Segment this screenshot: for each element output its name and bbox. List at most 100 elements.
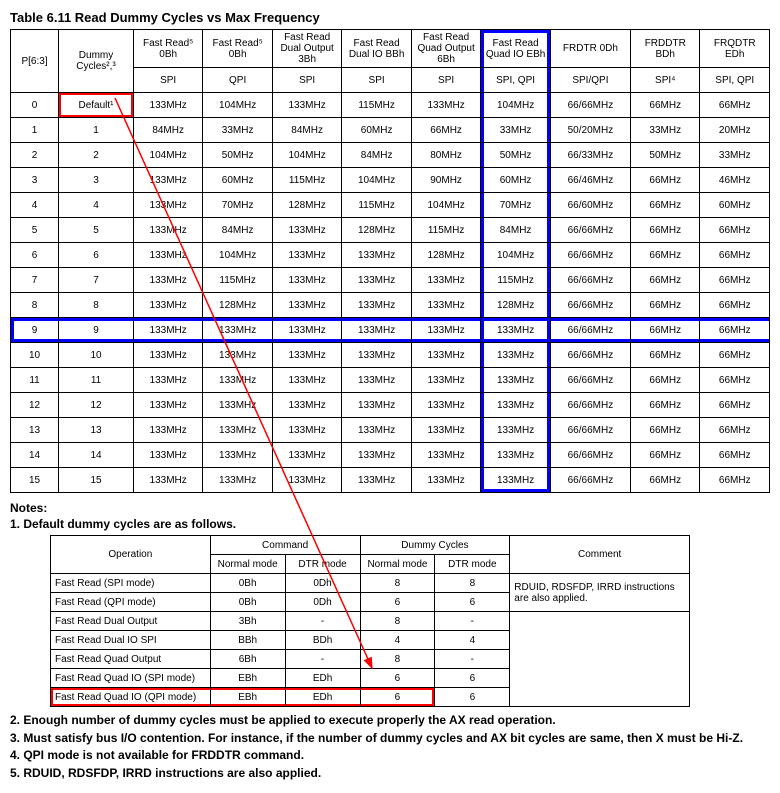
sub-comment-cell xyxy=(510,612,690,707)
sub-data-cell: Fast Read Quad Output xyxy=(51,650,211,669)
main-data-cell: 133MHz xyxy=(133,418,202,443)
sub-data-cell: Fast Read Dual IO SPI xyxy=(51,631,211,650)
main-header-cell: Fast Read Dual IO BBh xyxy=(342,30,411,68)
main-data-cell: 133MHz xyxy=(203,368,272,393)
sub-data-cell: Fast Read (SPI mode) xyxy=(51,574,211,593)
main-data-cell: 133MHz xyxy=(272,218,341,243)
main-data-cell: 66MHz xyxy=(631,368,700,393)
main-data-cell: 66/66MHz xyxy=(550,268,630,293)
sub-header-cell: Normal mode xyxy=(360,555,435,574)
main-data-cell: 66/33MHz xyxy=(550,143,630,168)
main-data-cell: 104MHz xyxy=(481,93,550,118)
main-data-cell: 133MHz xyxy=(342,368,411,393)
main-data-cell: 66MHz xyxy=(700,343,770,368)
main-data-cell: 115MHz xyxy=(342,193,411,218)
main-data-cell: 133MHz xyxy=(481,393,550,418)
main-data-cell: 133MHz xyxy=(411,368,480,393)
main-data-cell: 13 xyxy=(11,418,59,443)
sub-data-cell: 6 xyxy=(435,593,510,612)
main-data-cell: 66/66MHz xyxy=(550,443,630,468)
main-data-cell: 12 xyxy=(11,393,59,418)
main-data-cell: 133MHz xyxy=(411,268,480,293)
main-data-cell: 66MHz xyxy=(700,243,770,268)
main-data-cell: 104MHz xyxy=(133,143,202,168)
main-data-cell: 50MHz xyxy=(203,143,272,168)
main-data-cell: 133MHz xyxy=(133,468,202,493)
main-data-cell: 66MHz xyxy=(631,443,700,468)
main-header-cell: Fast Read⁵ 0Bh xyxy=(203,30,272,68)
sub-data-cell: 3Bh xyxy=(210,612,285,631)
main-data-cell: 33MHz xyxy=(700,143,770,168)
main-data-cell: 133MHz xyxy=(272,443,341,468)
main-data-cell: 133MHz xyxy=(481,468,550,493)
note-line: 2. Enough number of dummy cycles must be… xyxy=(10,713,770,729)
main-data-cell: 104MHz xyxy=(203,93,272,118)
main-data-cell: 84MHz xyxy=(272,118,341,143)
main-data-cell: 66/46MHz xyxy=(550,168,630,193)
main-data-cell: 66/66MHz xyxy=(550,393,630,418)
main-mode-cell: SPI xyxy=(411,68,480,93)
main-data-cell: 133MHz xyxy=(272,268,341,293)
main-data-cell: 4 xyxy=(59,193,134,218)
main-data-cell: 1 xyxy=(59,118,134,143)
main-data-cell: 66/66MHz xyxy=(550,368,630,393)
sub-data-cell: 4 xyxy=(360,631,435,650)
main-data-cell: 133MHz xyxy=(203,393,272,418)
main-data-cell: 133MHz xyxy=(481,318,550,343)
main-data-cell: 9 xyxy=(11,318,59,343)
main-data-cell: 84MHz xyxy=(481,218,550,243)
main-data-cell: 84MHz xyxy=(203,218,272,243)
main-data-cell: 11 xyxy=(59,368,134,393)
main-data-cell: 84MHz xyxy=(342,143,411,168)
main-data-cell: 6 xyxy=(59,243,134,268)
main-data-cell: 66MHz xyxy=(700,268,770,293)
main-data-cell: 133MHz xyxy=(272,468,341,493)
sub-data-cell: 6 xyxy=(360,669,435,688)
sub-data-cell: Fast Read Quad IO (QPI mode) xyxy=(51,688,211,707)
main-data-cell: 133MHz xyxy=(342,293,411,318)
main-data-cell: 33MHz xyxy=(631,118,700,143)
main-data-cell: 128MHz xyxy=(203,293,272,318)
main-data-cell: 5 xyxy=(11,218,59,243)
main-data-cell: 14 xyxy=(11,443,59,468)
main-data-cell: 133MHz xyxy=(481,343,550,368)
main-data-cell: 66MHz xyxy=(631,343,700,368)
main-data-cell: 133MHz xyxy=(133,393,202,418)
main-data-cell: 70MHz xyxy=(203,193,272,218)
sub-table: OperationCommandDummy CyclesCommentNorma… xyxy=(50,535,690,707)
sub-data-cell: Fast Read (QPI mode) xyxy=(51,593,211,612)
main-data-cell: 133MHz xyxy=(411,393,480,418)
main-data-cell: 33MHz xyxy=(203,118,272,143)
main-data-cell: 60MHz xyxy=(342,118,411,143)
main-data-cell: 66/66MHz xyxy=(550,243,630,268)
main-header-cell: FRQDTR EDh xyxy=(700,30,770,68)
sub-data-cell: 0Bh xyxy=(210,593,285,612)
main-data-cell: 133MHz xyxy=(203,418,272,443)
sub-data-cell: - xyxy=(285,650,360,669)
main-data-cell: 66MHz xyxy=(631,168,700,193)
sub-data-cell: 0Dh xyxy=(285,574,360,593)
main-header-cell: Fast Read Dual Output 3Bh xyxy=(272,30,341,68)
main-data-cell: 133MHz xyxy=(133,243,202,268)
sub-data-cell: 0Bh xyxy=(210,574,285,593)
main-data-cell: 7 xyxy=(11,268,59,293)
main-data-cell: 46MHz xyxy=(700,168,770,193)
main-data-cell: 15 xyxy=(59,468,134,493)
sub-data-cell: 4 xyxy=(435,631,510,650)
main-data-cell: 50MHz xyxy=(481,143,550,168)
main-data-cell: 66MHz xyxy=(631,193,700,218)
main-data-cell: 66MHz xyxy=(700,468,770,493)
sub-header-cell: Dummy Cycles xyxy=(360,536,510,555)
main-data-cell: 104MHz xyxy=(411,193,480,218)
sub-data-cell: EBh xyxy=(210,688,285,707)
main-data-cell: 6 xyxy=(11,243,59,268)
main-data-cell: 115MHz xyxy=(272,168,341,193)
main-data-cell: 133MHz xyxy=(342,443,411,468)
main-data-cell: 104MHz xyxy=(203,243,272,268)
main-data-cell: 66MHz xyxy=(700,93,770,118)
main-data-cell: 133MHz xyxy=(481,368,550,393)
main-data-cell: 0 xyxy=(11,93,59,118)
main-data-cell: 15 xyxy=(11,468,59,493)
main-data-cell: 133MHz xyxy=(272,93,341,118)
sub-comment-cell: RDUID, RDSFDP, IRRD instructions are als… xyxy=(510,574,690,612)
